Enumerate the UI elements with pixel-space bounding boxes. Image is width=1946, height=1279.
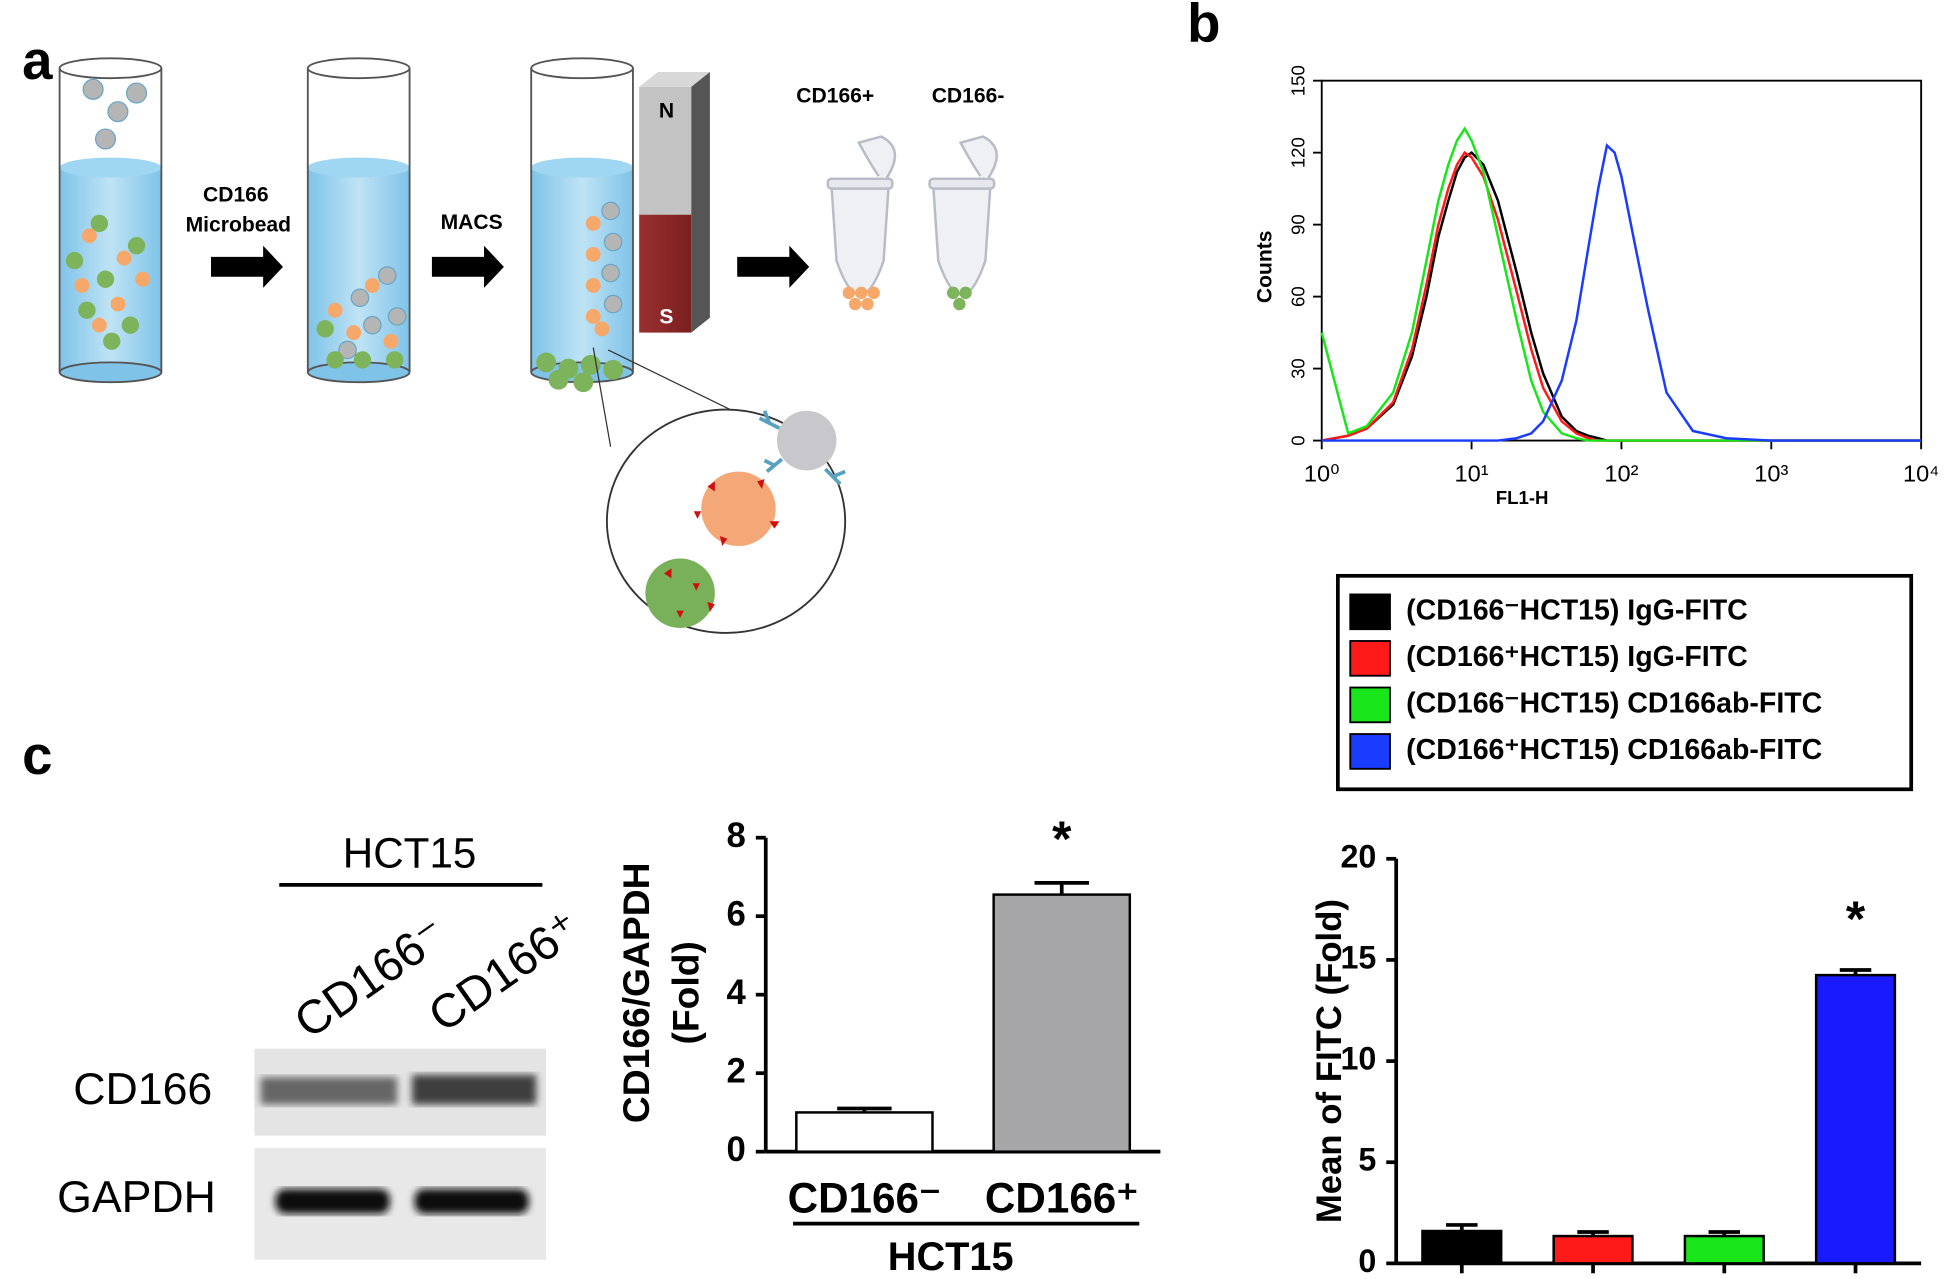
x-tick-label: 10¹	[1455, 461, 1489, 487]
significance-mark: *	[1052, 811, 1072, 867]
plot-frame	[1320, 79, 1923, 442]
x-tick-label: 10²	[1604, 461, 1638, 487]
y-tick-label: 5	[1358, 1142, 1376, 1178]
panel-a-diagram	[58, 57, 998, 634]
legend-swatch	[1349, 686, 1391, 724]
y-tick-label: 0	[1287, 435, 1308, 445]
y-axis-label: CD166/GAPDH	[615, 863, 657, 1124]
histogram-line	[1320, 126, 1922, 442]
x-tick-label: 10³	[1754, 461, 1788, 487]
y-tick-label: 4	[727, 974, 747, 1012]
bar	[1683, 1234, 1765, 1265]
legend-swatch	[1349, 733, 1391, 770]
legend-label: (CD166⁺HCT15) CD166ab-FITC	[1406, 734, 1822, 766]
bar	[1421, 1229, 1503, 1265]
significance-mark: *	[1846, 891, 1866, 947]
x-tick-label: 10⁴	[1903, 461, 1939, 487]
panel-label: a	[22, 30, 53, 91]
bar	[1552, 1234, 1634, 1265]
y-tick-label: 0	[1358, 1243, 1376, 1279]
y-tick-label: 20	[1340, 838, 1376, 874]
x-tick-label: 10⁰	[1304, 461, 1340, 487]
histogram-line	[1321, 150, 1922, 442]
x-tick-label: CD166⁺	[985, 1174, 1139, 1221]
diagram-label: MACS	[441, 211, 503, 234]
y-tick-label: 120	[1287, 137, 1308, 168]
tube-label: CD166-	[932, 84, 1005, 107]
legend-swatch	[1349, 640, 1391, 677]
blot-lane: CD166⁻	[285, 906, 456, 1048]
x-tick-label: CD166⁻	[788, 1174, 942, 1221]
y-axis-label: Counts	[1253, 231, 1276, 304]
y-axis-label: (Fold)	[665, 941, 707, 1044]
y-tick-label: 0	[727, 1131, 746, 1169]
histogram-line	[1321, 143, 1922, 442]
legend-label: (CD166⁻HCT15) IgG-FITC	[1406, 594, 1748, 626]
legend-swatch	[1349, 593, 1391, 631]
x-axis-label: FL1-H	[1496, 487, 1549, 508]
blot-group: HCT15	[343, 829, 477, 876]
y-tick-label: 10	[1340, 1041, 1376, 1077]
bar	[1814, 973, 1897, 1265]
panel-label: c	[22, 725, 52, 786]
y-tick-label: 60	[1287, 286, 1308, 307]
y-tick-label: 30	[1287, 358, 1308, 379]
bar	[795, 1111, 934, 1153]
panel-c-blot	[254, 882, 547, 1260]
x-axis-label: HCT15	[888, 1235, 1014, 1279]
magnet-label: N	[659, 99, 674, 122]
legend-label: (CD166⁻HCT15) CD166ab-FITC	[1406, 687, 1822, 719]
bar	[992, 893, 1132, 1153]
legend-label: (CD166⁺HCT15) IgG-FITC	[1406, 641, 1748, 673]
y-tick-label: 2	[727, 1052, 746, 1090]
blot-row: GAPDH	[57, 1173, 216, 1222]
histogram-line	[1321, 151, 1922, 442]
y-tick-label: 15	[1340, 939, 1376, 975]
panel-label: b	[1187, 0, 1220, 54]
y-tick-label: 90	[1287, 214, 1308, 235]
blot-row: CD166	[73, 1065, 212, 1114]
tube-label: CD166+	[796, 84, 874, 107]
y-tick-label: 8	[727, 817, 746, 855]
diagram-label: CD166	[203, 184, 269, 207]
y-tick-label: 150	[1287, 65, 1308, 96]
blot-lane: CD166⁺	[419, 900, 590, 1042]
y-tick-label: 6	[727, 895, 746, 933]
diagram-label: Microbead	[186, 213, 291, 236]
y-axis-label: Mean of FITC (Fold)	[1311, 899, 1349, 1223]
legend-frame	[1335, 573, 1914, 792]
magnet-label: S	[659, 305, 673, 328]
